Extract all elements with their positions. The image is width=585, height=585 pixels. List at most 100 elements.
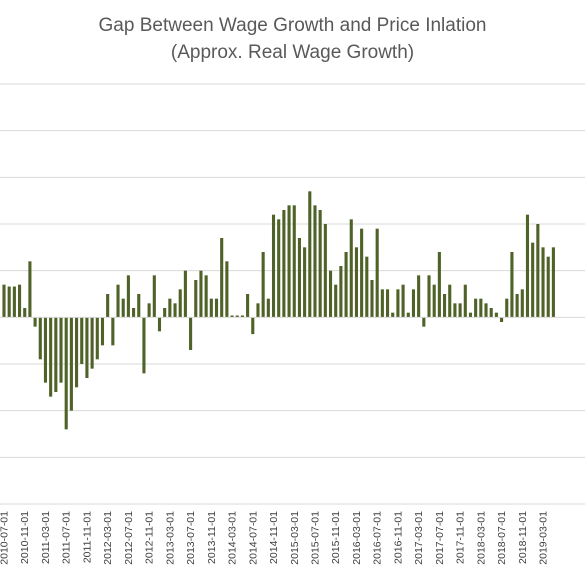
bar xyxy=(173,303,177,318)
bar xyxy=(385,289,390,318)
bar xyxy=(541,247,545,318)
bar xyxy=(437,252,441,318)
bar xyxy=(157,317,162,332)
bar xyxy=(59,317,63,383)
bar xyxy=(427,275,431,318)
x-tick-label: 2013-11-01 xyxy=(206,511,218,564)
bar xyxy=(525,214,530,318)
x-tick-label: 2014-03-01 xyxy=(227,511,239,565)
bar xyxy=(49,317,53,397)
bar xyxy=(417,275,421,318)
x-tick-label: 2016-11-01 xyxy=(392,511,404,564)
bar xyxy=(64,317,68,430)
bar xyxy=(240,315,244,318)
bar xyxy=(209,298,213,318)
gridlines xyxy=(0,83,585,505)
x-tick-label: 2011-11-01 xyxy=(81,511,93,563)
bar xyxy=(183,270,187,318)
bar xyxy=(246,294,250,318)
x-tick-label: 2013-03-01 xyxy=(164,511,176,565)
bar xyxy=(137,294,141,318)
bar xyxy=(163,308,167,318)
bar xyxy=(54,317,58,392)
bar xyxy=(520,289,524,318)
bar xyxy=(90,317,94,369)
bar xyxy=(225,261,229,318)
x-tick-label: 2017-07-01 xyxy=(434,511,446,565)
bar xyxy=(551,247,555,318)
bar xyxy=(189,317,193,350)
x-tick-label: 2015-11-01 xyxy=(330,511,342,564)
bar xyxy=(484,303,488,318)
bar xyxy=(116,284,120,318)
bar xyxy=(323,224,327,318)
bar xyxy=(328,270,333,318)
bar xyxy=(69,317,73,411)
bar xyxy=(515,294,519,318)
x-tick-label: 2019-03-01 xyxy=(538,511,550,565)
x-tick-label: 2017-11-01 xyxy=(455,511,467,564)
bar xyxy=(271,214,276,318)
bar xyxy=(448,284,452,318)
x-tick-label: 2017-03-01 xyxy=(413,511,425,565)
bar xyxy=(178,289,182,318)
bar xyxy=(474,298,478,318)
bar xyxy=(360,228,364,318)
bar xyxy=(339,266,343,318)
chart-subtitle: (Approx. Real Wage Growth) xyxy=(170,42,415,63)
bar xyxy=(147,303,151,318)
bar xyxy=(292,205,296,318)
bar xyxy=(391,312,395,318)
bar xyxy=(75,317,79,388)
bar xyxy=(354,247,358,318)
bar xyxy=(282,210,286,318)
bar xyxy=(380,289,384,318)
bar xyxy=(261,252,265,318)
bar xyxy=(489,308,493,318)
bar xyxy=(12,286,16,318)
bar xyxy=(468,312,473,318)
bar xyxy=(500,317,504,322)
bar xyxy=(152,275,156,318)
x-tick-label: 2015-07-01 xyxy=(309,511,321,565)
bar xyxy=(214,298,219,318)
bar xyxy=(422,317,426,327)
x-tick-label: 2018-07-01 xyxy=(496,511,508,565)
bar xyxy=(18,284,22,318)
x-axis-tick-labels: 2010-07-01 2010-11-01 2011-03-01 2011-07-01… xyxy=(0,511,550,565)
bars xyxy=(2,191,555,430)
bar xyxy=(95,317,99,360)
x-tick-label: 2014-11-01 xyxy=(268,511,280,564)
bar xyxy=(80,317,84,364)
bar xyxy=(142,317,146,374)
bar xyxy=(168,298,172,318)
bar xyxy=(443,294,447,318)
bar xyxy=(411,289,416,318)
bar xyxy=(106,294,110,318)
bar xyxy=(251,317,255,335)
bar xyxy=(256,303,260,318)
bar xyxy=(43,317,48,383)
bar xyxy=(2,284,6,318)
x-tick-label: 2012-07-01 xyxy=(123,511,135,565)
bar xyxy=(23,308,27,318)
x-tick-label: 2014-07-01 xyxy=(247,511,259,565)
x-tick-label: 2010-07-01 xyxy=(0,511,11,565)
bar xyxy=(365,256,369,318)
bar xyxy=(204,275,208,318)
x-tick-label: 2015-03-01 xyxy=(289,511,301,565)
bar xyxy=(505,298,509,318)
bar xyxy=(375,228,379,318)
x-tick-label: 2013-07-01 xyxy=(185,511,197,565)
bar xyxy=(349,219,353,318)
x-tick-label: 2018-11-01 xyxy=(517,511,529,564)
bar xyxy=(370,280,374,318)
bar xyxy=(132,308,136,318)
bar xyxy=(546,256,550,318)
bar xyxy=(111,317,115,346)
bar xyxy=(318,210,322,318)
bar xyxy=(308,191,312,318)
bar xyxy=(100,317,105,346)
x-tick-label: 2012-11-01 xyxy=(144,511,156,564)
bar xyxy=(531,242,535,318)
